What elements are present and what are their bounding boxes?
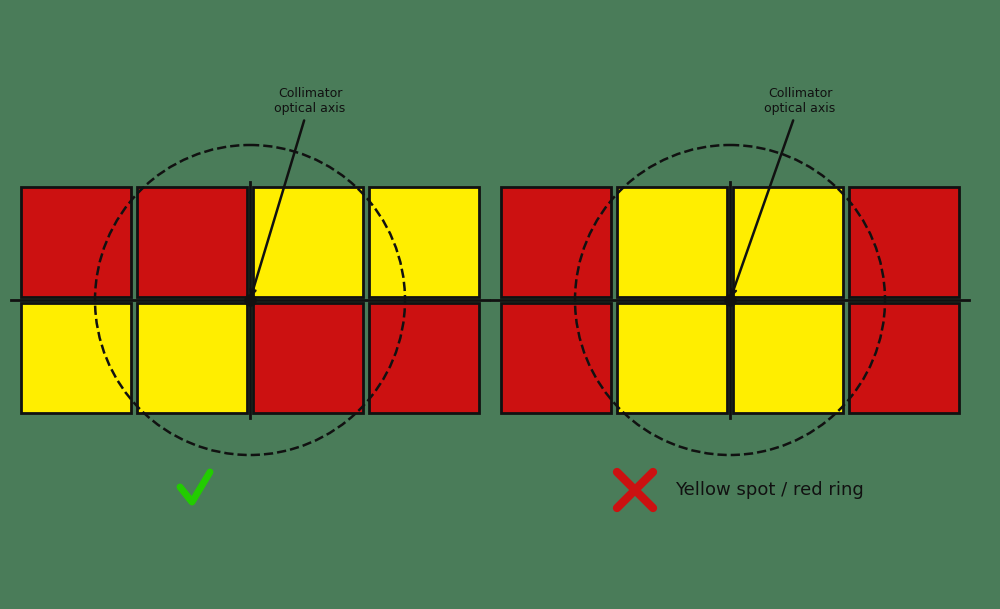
Text: Collimator
optical axis: Collimator optical axis	[731, 87, 836, 295]
Bar	[849, 303, 959, 413]
Bar	[253, 303, 363, 413]
Bar	[253, 187, 363, 297]
Bar	[617, 303, 727, 413]
Bar	[137, 187, 247, 297]
Bar	[501, 187, 611, 297]
Bar	[369, 187, 479, 297]
Text: Collimator
optical axis: Collimator optical axis	[251, 87, 346, 295]
Bar	[369, 303, 479, 413]
Bar	[733, 187, 843, 297]
Bar	[137, 303, 247, 413]
Text: Yellow spot / red ring: Yellow spot / red ring	[675, 481, 864, 499]
Bar	[733, 303, 843, 413]
Bar	[849, 187, 959, 297]
Bar	[501, 303, 611, 413]
Bar	[21, 303, 131, 413]
Bar	[617, 187, 727, 297]
Bar	[21, 187, 131, 297]
